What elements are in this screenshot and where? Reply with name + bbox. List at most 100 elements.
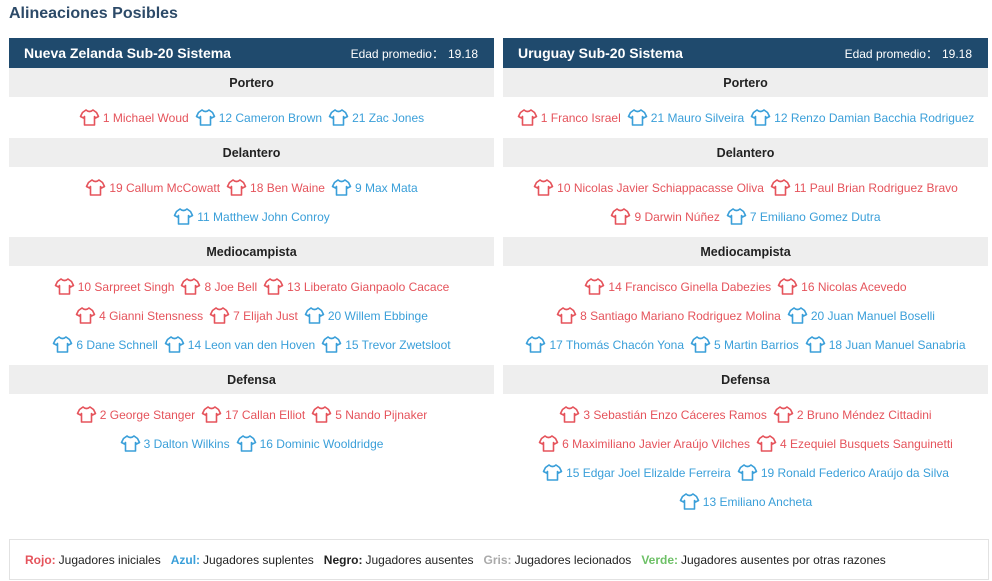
team-name[interactable]: Nueva Zelanda Sub-20 Sistema [24,45,231,61]
player-name: 1 Michael Woud [102,110,189,125]
player-link[interactable]: 5 Nando Pijnaker [311,405,427,424]
player-name: 16 Dominic Wooldridge [259,436,384,451]
player-link[interactable]: 11 Paul Brian Rodriguez Bravo [770,178,958,197]
average-age: Edad promedio： 19.18 [845,45,972,62]
player-link[interactable]: 9 Max Mata [331,178,418,197]
player-link[interactable]: 15 Edgar Joel Elizalde Ferreira [542,463,731,482]
player-link[interactable]: 15 Trevor Zwetsloot [321,335,451,354]
player-link[interactable]: 21 Mauro Silveira [627,108,744,127]
player-link[interactable]: 8 Santiago Mariano Rodriguez Molina [556,306,781,325]
player-name: 1 Franco Israel [540,110,621,125]
player-name: 11 Paul Brian Rodriguez Bravo [793,180,958,195]
shirt-icon [787,306,811,325]
players-group: 1 Michael Woud 12 Cameron Brown 21 Zac Jon… [9,97,494,138]
player-link[interactable]: 7 Emiliano Gomez Dutra [726,207,881,226]
player-name: 9 Max Mata [354,180,418,195]
player-link[interactable]: 4 Ezequiel Busquets Sanguinetti [756,434,953,453]
player-link[interactable]: 18 Juan Manuel Sanabria [805,335,966,354]
players-row: 17 Thomás Chacón Yona 5 Martin Barrios 18 … [503,330,988,359]
player-link[interactable]: 10 Sarpreet Singh [54,277,174,296]
player-name: 6 Dane Schnell [76,337,158,352]
shirt-icon [777,277,801,296]
player-name: 19 Ronald Federico Araújo da Silva [760,465,949,480]
player-name: 21 Mauro Silveira [650,110,745,125]
shirt-icon [321,335,345,354]
player-link[interactable]: 4 Gianni Stensness [75,306,203,325]
position-header: Portero [503,68,988,97]
player-link[interactable]: 20 Willem Ebbinge [304,306,428,325]
player-link[interactable]: 1 Franco Israel [517,108,621,127]
average-age-label: Edad promedio： [844,46,938,61]
player-link[interactable]: 9 Darwin Núñez [610,207,720,226]
legend-description: Jugadores ausentes [365,552,474,567]
player-link[interactable]: 18 Ben Waine [226,178,325,197]
team-panel-home: Nueva Zelanda Sub-20 Sistema Edad promed… [9,38,494,464]
shirt-icon [750,108,774,127]
player-link[interactable]: 16 Nicolas Acevedo [777,277,907,296]
player-link[interactable]: 12 Renzo Damian Bacchia Rodriguez [750,108,974,127]
player-link[interactable]: 8 Joe Bell [180,277,257,296]
player-link[interactable]: 13 Emiliano Ancheta [679,492,812,511]
players-row: 6 Dane Schnell 14 Leon van den Hoven 15 Tr… [9,330,494,359]
players-row: 1 Franco Israel 21 Mauro Silveira 12 Renzo… [503,103,988,132]
player-name: 14 Francisco Ginella Dabezies [608,279,772,294]
page-title: Alineaciones Posibles [9,5,178,22]
shirt-icon [180,277,204,296]
player-name: 21 Zac Jones [352,110,425,125]
shirt-icon [559,405,583,424]
players-row: 19 Callum McCowatt 18 Ben Waine 9 Max Mata [9,173,494,202]
legend-key: Rojo: [25,552,56,567]
position-header: Defensa [503,365,988,394]
player-link[interactable]: 5 Martin Barrios [690,335,799,354]
player-name: 5 Martin Barrios [714,337,799,352]
player-link[interactable]: 10 Nicolas Javier Schiappacasse Oliva [533,178,764,197]
legend-key: Negro: [323,552,363,567]
players-group: 19 Callum McCowatt 18 Ben Waine 9 Max Mata… [9,167,494,237]
player-link[interactable]: 17 Thomás Chacón Yona [525,335,684,354]
player-link[interactable]: 19 Ronald Federico Araújo da Silva [737,463,949,482]
players-group: 2 George Stanger 17 Callan Elliot 5 Nando … [9,394,494,464]
player-link[interactable]: 12 Cameron Brown [195,108,322,127]
player-link[interactable]: 11 Matthew John Conroy [173,207,330,226]
player-link[interactable]: 2 George Stanger [76,405,195,424]
legend-item: Gris: Jugadores lecionados [484,553,632,567]
players-row: 6 Maximiliano Javier Araújo Vilches 4 Eze… [503,429,988,458]
shirt-icon [54,277,78,296]
player-link[interactable]: 16 Dominic Wooldridge [236,434,384,453]
shirt-icon [533,178,557,197]
player-link[interactable]: 21 Zac Jones [328,108,424,127]
player-link[interactable]: 14 Leon van den Hoven [164,335,315,354]
player-link[interactable]: 17 Callan Elliot [201,405,305,424]
legend-item: Rojo: Jugadores iniciales [25,553,161,567]
player-link[interactable]: 6 Dane Schnell [52,335,158,354]
player-link[interactable]: 14 Francisco Ginella Dabezies [584,277,771,296]
player-name: 17 Callan Elliot [225,407,306,422]
shirt-icon [195,108,219,127]
player-link[interactable]: 1 Michael Woud [79,108,189,127]
legend-item: Verde: Jugadores ausentes por otras razon… [641,553,885,567]
shirt-icon [304,306,328,325]
shirt-icon [542,463,566,482]
player-link[interactable]: 6 Maximiliano Javier Araújo Vilches [538,434,750,453]
player-name: 18 Ben Waine [250,180,325,195]
legend-description: Jugadores iniciales [58,552,161,567]
players-row: 2 George Stanger 17 Callan Elliot 5 Nando … [9,400,494,429]
player-name: 10 Nicolas Javier Schiappacasse Oliva [557,180,764,195]
average-age: Edad promedio： 19.18 [351,45,478,62]
player-link[interactable]: 19 Callum McCowatt [85,178,220,197]
shirt-icon [79,108,103,127]
player-link[interactable]: 3 Sebastián Enzo Cáceres Ramos [559,405,767,424]
player-link[interactable]: 2 Bruno Méndez Cittadini [773,405,932,424]
position-header: Mediocampista [9,237,494,266]
players-row: 15 Edgar Joel Elizalde Ferreira 19 Ronald… [503,458,988,487]
player-link[interactable]: 3 Dalton Wilkins [120,434,230,453]
player-link[interactable]: 20 Juan Manuel Boselli [787,306,935,325]
shirt-icon [263,277,287,296]
players-row: 14 Francisco Ginella Dabezies 16 Nicolas … [503,272,988,301]
players-row: 10 Sarpreet Singh 8 Joe Bell 13 Liberato G… [9,272,494,301]
positions-list: Portero 1 Michael Woud 12 Cameron Brown 21 … [9,68,494,464]
team-name[interactable]: Uruguay Sub-20 Sistema [518,45,683,61]
player-link[interactable]: 13 Liberato Gianpaolo Cacace [263,277,449,296]
player-name: 2 George Stanger [99,407,196,422]
player-link[interactable]: 7 Elijah Just [209,306,298,325]
